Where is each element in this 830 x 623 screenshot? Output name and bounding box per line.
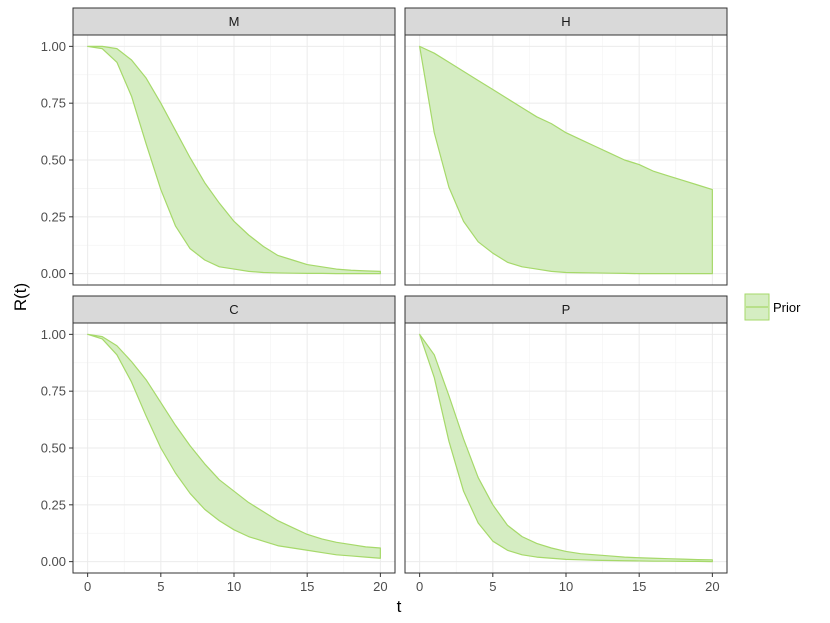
facet-title: H — [561, 14, 570, 29]
y-tick-label: 0.00 — [41, 266, 66, 281]
x-tick-label: 15 — [632, 579, 646, 594]
x-tick-label: 15 — [300, 579, 314, 594]
facet-panel-h: H — [404, 7, 728, 286]
y-tick-label: 0.75 — [41, 384, 66, 399]
facet-title: C — [229, 302, 238, 317]
facet-panel-m: M 0.00 0.25 0.50 0.75 1.00 — [41, 7, 396, 286]
prior-ribbon — [87, 333, 381, 559]
y-tick-label: 1.00 — [41, 39, 66, 54]
x-tick-label: 0 — [416, 579, 423, 594]
x-tick-label: 5 — [157, 579, 164, 594]
facet-strip — [72, 7, 396, 36]
y-tick-label: 0.25 — [41, 209, 66, 224]
x-tick-label: 20 — [705, 579, 719, 594]
facet-title: M — [229, 14, 240, 29]
x-axis-title: t — [397, 597, 402, 616]
y-tick-label: 0.50 — [41, 153, 66, 168]
panel-border — [404, 34, 728, 286]
facet-title: P — [562, 302, 571, 317]
facet-strip — [404, 7, 728, 36]
x-tick-label: 5 — [489, 579, 496, 594]
facet-panel-c: C 0.00 0.25 0.50 0.75 1.00 0 5 10 15 20 — [41, 295, 396, 594]
x-tick-label: 10 — [559, 579, 573, 594]
y-tick-label: 0.25 — [41, 497, 66, 512]
x-tick-label: 10 — [227, 579, 241, 594]
facet-panels: M 0.00 0.25 0.50 0.75 1.00 H C 0.00 0.25 0.50 0.75 1… — [41, 7, 728, 594]
prior-ribbon — [87, 45, 381, 275]
y-tick-label: 0.00 — [41, 554, 66, 569]
y-axis-title: R(t) — [11, 283, 30, 311]
x-tick-label: 20 — [373, 579, 387, 594]
y-tick-label: 0.75 — [41, 96, 66, 111]
x-tick-label: 0 — [84, 579, 91, 594]
y-tick-label: 1.00 — [41, 327, 66, 342]
prior-ribbon — [419, 333, 713, 563]
legend: Prior — [744, 293, 801, 321]
legend-label: Prior — [773, 300, 801, 315]
facet-strip — [404, 295, 728, 324]
facet-panel-p: P 0 5 10 15 20 — [404, 295, 728, 594]
prior-ribbon — [419, 45, 713, 275]
facet-strip — [72, 295, 396, 324]
y-tick-label: 0.50 — [41, 441, 66, 456]
